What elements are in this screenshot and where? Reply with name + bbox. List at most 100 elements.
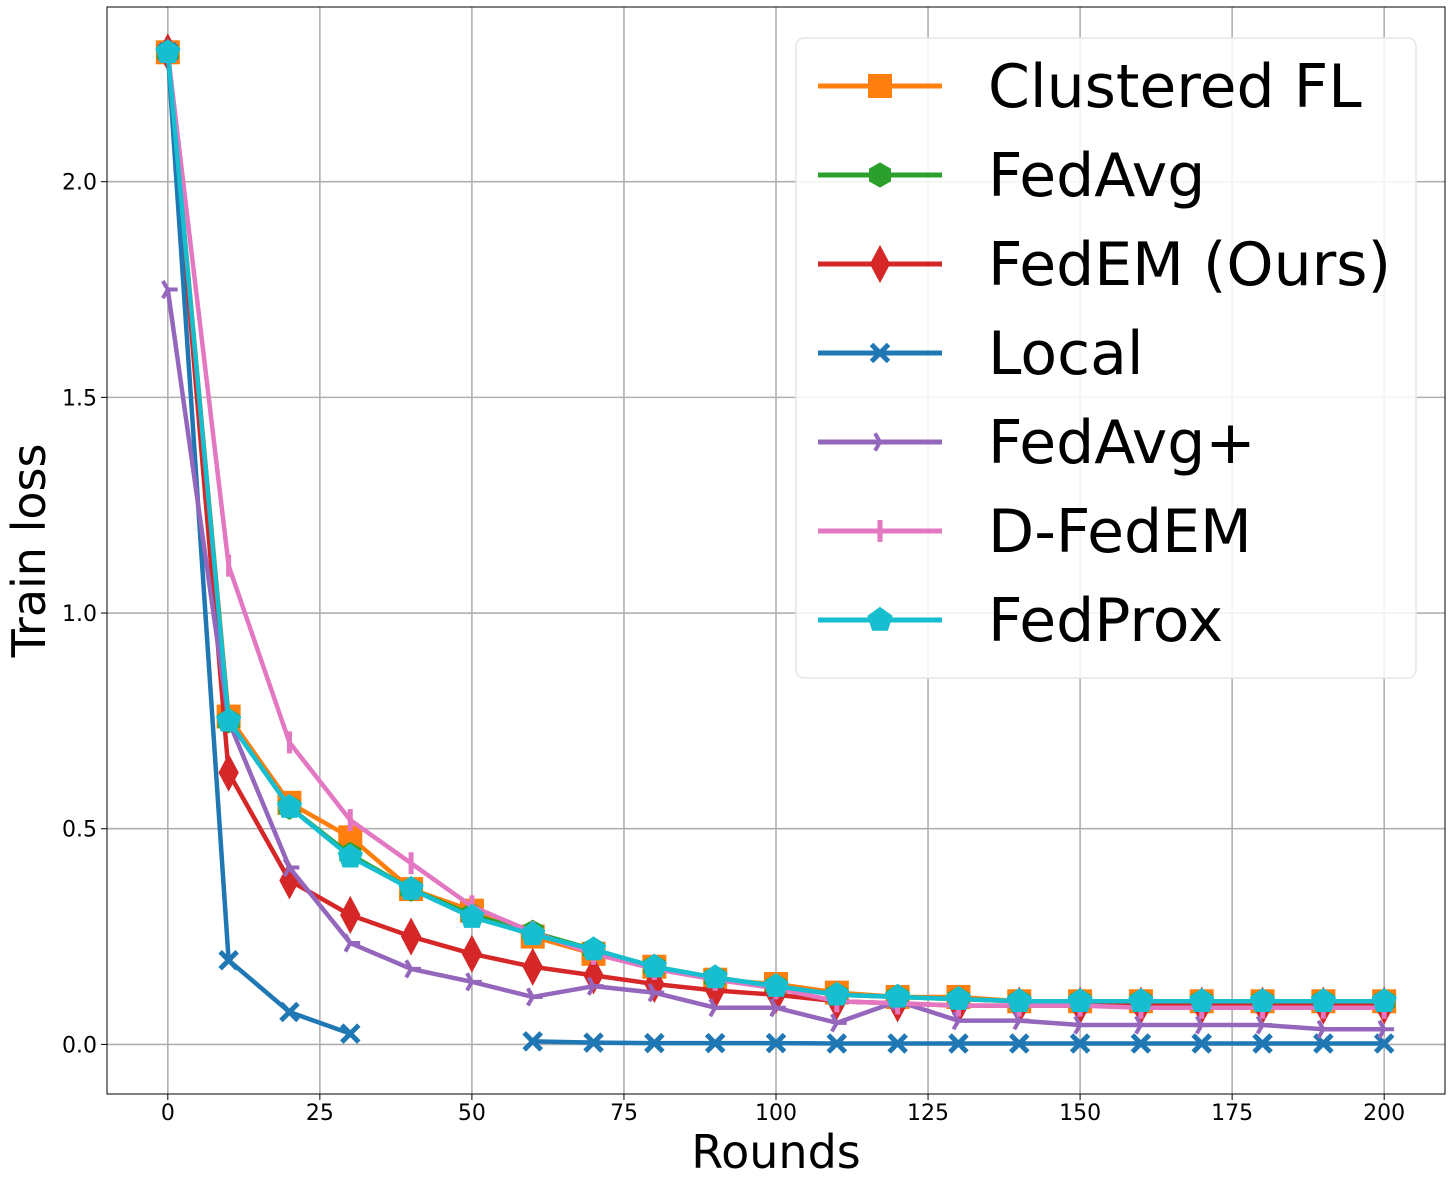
legend-marker <box>869 342 891 364</box>
data-point <box>337 843 363 868</box>
data-point <box>708 998 726 1018</box>
legend-label: D-FedEM <box>988 497 1252 567</box>
data-point <box>218 753 239 792</box>
data-point <box>948 1033 969 1054</box>
data-point <box>1191 1033 1212 1054</box>
legend-box <box>795 37 1417 679</box>
data-point <box>1189 987 1215 1012</box>
data-point <box>459 903 485 928</box>
legend-marker <box>868 74 892 98</box>
data-point <box>461 934 483 973</box>
data-point <box>704 1032 726 1054</box>
y-axis-label: Train loss <box>2 444 56 659</box>
legend-label: FedAvg <box>988 141 1205 211</box>
data-point <box>1310 987 1336 1012</box>
x-tick-label: 50 <box>458 1101 486 1126</box>
data-point <box>887 1033 908 1054</box>
legend-marker <box>869 244 891 284</box>
data-point <box>1316 1019 1334 1039</box>
data-point <box>155 39 181 64</box>
data-point <box>763 972 789 997</box>
series-fedprox <box>155 39 1397 1012</box>
series-fedavg <box>161 279 1395 1039</box>
data-point <box>1067 987 1093 1012</box>
legend-label: FedAvg+ <box>988 408 1256 478</box>
y-tick-label: 0.5 <box>62 818 97 843</box>
x-tick-label: 200 <box>1363 1101 1405 1126</box>
series-layer <box>155 33 1397 1054</box>
data-point <box>1130 1033 1152 1054</box>
series-line <box>165 52 352 1036</box>
data-point <box>276 793 303 818</box>
data-point <box>520 921 546 946</box>
legend-item: FedAvg <box>818 141 1205 211</box>
data-point <box>1373 1033 1395 1054</box>
data-point <box>1009 1033 1030 1054</box>
data-point <box>1313 1033 1334 1054</box>
data-point <box>702 964 728 989</box>
x-axis-label: Rounds <box>691 1125 861 1179</box>
legend-marker <box>869 162 891 188</box>
data-point <box>826 1033 848 1054</box>
y-tick-label: 1.5 <box>62 386 97 411</box>
ticks: 0 25 50 75 100 125 150 175 200 0.0 0.5 1.0 1.5 2.0 <box>62 171 1405 1126</box>
y-tick-label: 1.0 <box>62 602 97 627</box>
data-point <box>586 976 604 996</box>
legend-item: Clustered FL <box>818 52 1362 122</box>
data-point <box>522 1031 543 1052</box>
data-point <box>945 985 972 1010</box>
legend-label: Clustered FL <box>988 52 1362 122</box>
legend-marker <box>867 606 893 631</box>
data-point <box>465 972 482 992</box>
data-point <box>1377 1019 1395 1039</box>
x-tick-label: 175 <box>1211 1101 1253 1126</box>
data-point <box>644 1032 665 1054</box>
data-point <box>1128 987 1154 1012</box>
legend: Clustered FL FedAvg FedEM (Ours) Local FedAv… <box>795 37 1417 679</box>
data-point <box>216 707 242 732</box>
x-tick-label: 0 <box>161 1101 175 1126</box>
data-point <box>885 983 911 1008</box>
data-point <box>1069 1033 1091 1054</box>
data-point <box>282 857 300 878</box>
data-point <box>522 947 543 986</box>
data-point <box>824 981 850 1006</box>
data-point <box>404 959 421 979</box>
legend-label: FedProx <box>988 586 1223 656</box>
data-point <box>279 1001 300 1023</box>
data-point <box>765 1032 787 1054</box>
data-point <box>1134 1015 1151 1035</box>
data-point <box>647 983 665 1003</box>
x-tick-label: 125 <box>907 1101 949 1126</box>
legend-marker <box>873 432 890 452</box>
data-point <box>398 875 424 900</box>
x-tick-label: 25 <box>306 1101 334 1126</box>
x-tick-label: 150 <box>1059 1101 1101 1126</box>
y-tick-label: 0.0 <box>62 1033 97 1058</box>
data-point <box>340 1023 361 1044</box>
data-point <box>580 936 607 961</box>
data-point <box>400 917 422 956</box>
data-point <box>1252 1033 1273 1054</box>
data-point <box>218 950 239 971</box>
data-point <box>1371 987 1397 1012</box>
x-tick-label: 100 <box>755 1101 797 1126</box>
legend-item: FedEM (Ours) <box>818 230 1391 300</box>
legend-label: Local <box>988 319 1144 389</box>
legend-item: FedAvg+ <box>818 408 1256 478</box>
legend-item: D-FedEM <box>818 497 1252 567</box>
data-point <box>343 933 361 953</box>
data-point <box>1255 1015 1273 1035</box>
data-point <box>1006 987 1032 1012</box>
data-point <box>526 987 543 1007</box>
x-tick-label: 75 <box>610 1101 638 1126</box>
data-point <box>583 1032 604 1053</box>
data-point <box>641 953 667 978</box>
data-point <box>830 1013 847 1033</box>
data-point <box>161 279 178 300</box>
data-point <box>1249 987 1276 1012</box>
y-tick-label: 2.0 <box>62 171 97 196</box>
legend-item: FedProx <box>818 586 1223 656</box>
data-point <box>340 895 361 935</box>
